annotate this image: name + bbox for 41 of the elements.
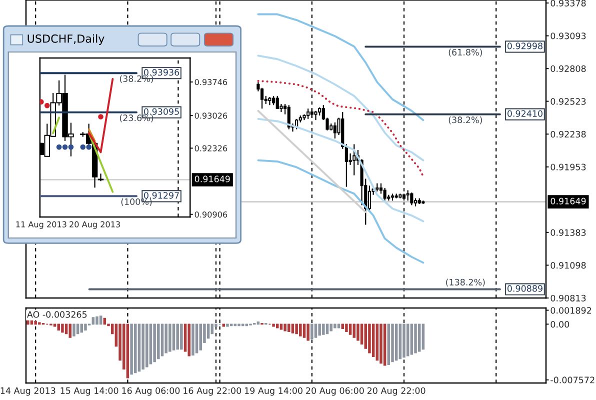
x-tick-label: 19 Aug 14:00 (245, 387, 302, 396)
y-tick-label: 0.00 (550, 321, 570, 328)
y-tick-label: 0.91383 (550, 229, 586, 236)
data-label: 0.90889 (507, 285, 542, 292)
x-tick-label: 16 Aug 22:00 (184, 387, 242, 396)
y-tick-label: 0.92808 (550, 65, 586, 72)
data-label: 0.93936 (144, 69, 180, 76)
y-tick-label: 0.90813 (550, 294, 586, 302)
x-tick-label: 20 Aug 06:00 (306, 387, 364, 396)
y-tick-label: 0.93746 (194, 79, 228, 86)
x-tick-label: 11 Aug 2013 (16, 221, 66, 229)
data-label: 0.92998 (507, 42, 542, 50)
y-tick-label: 0.001892 (550, 307, 592, 314)
data-label: 0.91297 (144, 192, 179, 199)
y-tick-label: 0.92238 (550, 130, 586, 138)
chart-title: AO -0.003265 (27, 311, 87, 318)
ref-line-label: 0.91649 (194, 176, 230, 182)
y-tick-label: 0.93378 (550, 0, 586, 6)
x-tick-label: 14 Aug 2013 (0, 387, 56, 396)
y-tick-label: 0.91098 (550, 262, 586, 269)
annotation: (61.8%) (448, 48, 482, 57)
annotation: (38.2%) (120, 75, 154, 83)
annotation: (38.2%) (448, 116, 482, 124)
y-tick-label: 0.93093 (550, 32, 586, 40)
annotation: (23.6%) (120, 114, 154, 122)
data-label: 0.92410 (507, 110, 542, 117)
annotation: (100%) (121, 198, 152, 206)
annotation: (138.2%) (446, 278, 485, 287)
x-tick-label: 15 Aug 14:00 (60, 387, 118, 396)
data-label: 0.93095 (144, 108, 179, 115)
x-tick-label: 20 Aug 22:00 (367, 387, 426, 396)
chart-title: USDCHF,Daily (28, 34, 104, 45)
x-tick-label: 16 Aug 06:00 (122, 387, 180, 396)
y-tick-label: -0.007572 (550, 376, 594, 384)
y-tick-label: 0.92523 (550, 98, 586, 105)
y-tick-label: 0.91953 (550, 164, 586, 170)
ref-line-label: 0.91649 (550, 198, 586, 204)
y-tick-label: 0.92326 (194, 145, 228, 152)
x-tick-label: 20 Aug 2013 (70, 221, 120, 229)
y-tick-label: 0.93026 (194, 112, 228, 119)
y-tick-label: 0.90906 (194, 211, 228, 218)
